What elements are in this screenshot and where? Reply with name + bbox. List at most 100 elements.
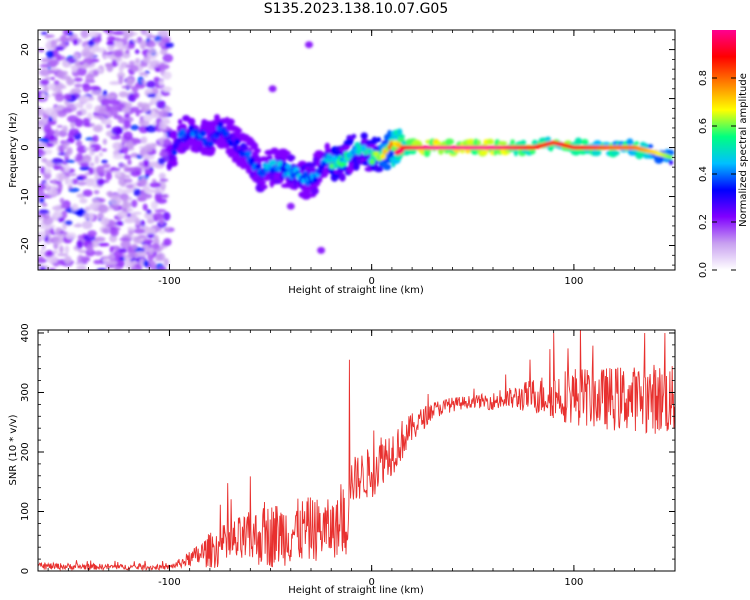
noise-blob [109,167,121,171]
noise-blob [142,144,153,153]
ridge-halo [310,187,319,195]
noise-blob [163,227,170,231]
noise-blob [60,146,68,150]
noise-blob [68,187,80,193]
ridge-halo [177,118,183,125]
noise-blob [51,235,60,243]
ridge-core [188,125,195,132]
isolated-blob [286,202,295,210]
noise-blob [74,118,84,128]
noise-blob [76,176,84,180]
ridge-core [217,121,224,128]
ridge-halo [574,137,583,146]
noise-blob [98,152,104,157]
colorbar-gradient [712,30,736,270]
noise-blob [85,178,95,182]
noise-blob [124,167,136,172]
noise-blob [131,243,138,251]
noise-blob [45,50,55,59]
noise-blob [142,114,153,122]
noise-blob [40,58,51,63]
ridge-core [193,128,200,135]
ridge-core [245,150,252,157]
noise-blob [56,124,63,128]
noise-blob [76,240,84,249]
ridge-halo [346,138,354,143]
noise-blob [64,245,70,254]
noise-blob [50,110,58,119]
colorbar-label: Normalized spectral amplitude [738,73,749,227]
heatmap-x-tick-label: 100 [564,276,583,287]
noise-blob [90,44,100,53]
heatmap-y-axis-label: Frequency (Hz) [8,112,19,188]
ridge-core [176,137,183,144]
snr-ticks: -100 0 100 0 100 200 300 400 [20,323,676,588]
noise-blob [158,266,167,270]
noise-blob [101,255,111,260]
noise-blob [52,250,59,254]
noise-blob [50,76,55,81]
ridge-halo [324,142,331,151]
noise-blob [121,107,131,113]
noise-blob [138,179,147,186]
ridge-halo [281,153,289,161]
noise-blob [97,212,104,220]
noise-blob [115,220,124,226]
noise-blob [72,53,80,60]
noise-blob [112,142,123,150]
noise-blob [146,227,157,234]
noise-blob [38,48,45,53]
noise-blob [62,125,68,133]
noise-blob [44,168,52,174]
ridge-halo [374,166,384,173]
heatmap-frame [37,29,676,271]
heatmap-y-tick-label: 20 [20,43,31,56]
heatmap-y-tick-label: 0 [20,144,31,150]
noise-blob [84,45,91,48]
noise-blob [93,259,103,265]
noise-blob [154,188,161,195]
noise-blob [94,155,100,165]
noise-blob [125,49,130,54]
noise-blob [105,260,118,266]
noise-blob [154,193,159,202]
heatmap-y-tick-label: -10 [20,188,31,204]
noise-blob [158,172,166,180]
noise-blob [123,154,132,160]
ridge-halo [367,144,377,149]
noise-blob [140,193,153,199]
snr-x-tick-label: 0 [368,577,374,588]
noise-blob [39,197,45,203]
noise-blob [117,187,123,195]
noise-blob [60,203,67,209]
ridge-halo [257,180,267,185]
noise-blob [151,178,157,183]
noise-blob [127,159,132,166]
noise-blob [40,31,48,35]
ridge-core [168,154,175,161]
noise-blob [56,70,65,79]
noise-blob [109,81,121,85]
ridge-halo [371,136,378,145]
noise-blob [109,246,114,253]
noise-blob [161,194,169,199]
noise-blob [80,256,91,262]
ridge-halo [634,141,639,146]
noise-blob [57,253,69,257]
colorbar-tick-label: 0.4 [698,166,709,182]
noise-blob [64,159,76,163]
noise-blob [84,206,90,212]
noise-blob [140,79,145,84]
snr-series-line [38,330,675,571]
snr-x-axis-label: Height of straight line (km) [288,585,424,596]
noise-blob [58,173,64,182]
noise-blob [96,178,105,186]
heatmap-y-tick-label: -20 [20,237,31,253]
noise-blob [143,154,155,160]
noise-blob [57,217,65,223]
ridge-core [200,130,207,137]
ridge-halo [351,133,357,139]
noise-blob [53,210,62,218]
noise-blob [117,210,128,219]
ridge-core [223,130,230,137]
